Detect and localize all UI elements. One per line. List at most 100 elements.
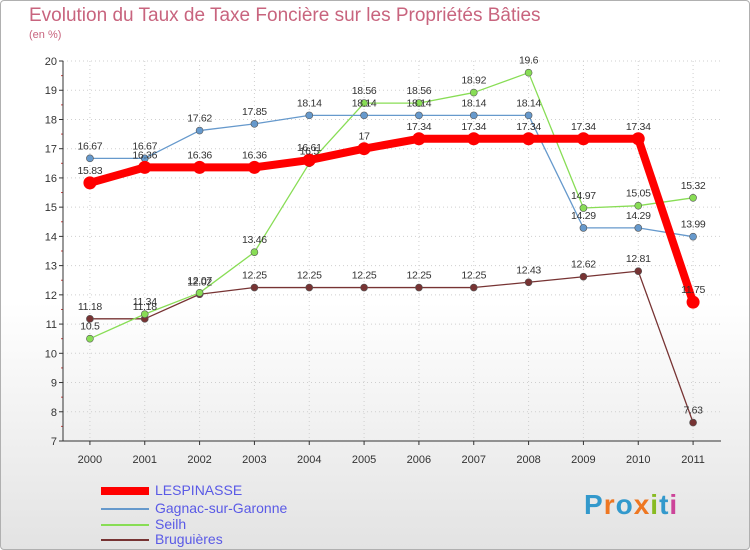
legend-swatch-lespinasse — [101, 487, 149, 495]
data-label-brugui-res: 11.18 — [78, 301, 102, 313]
data-point-seilh — [415, 99, 423, 107]
data-point-brugui-res — [579, 272, 588, 281]
data-label-lespinasse: 16.36 — [242, 149, 267, 161]
data-point-brugui-res — [305, 283, 314, 292]
chart-title: Evolution du Taux de Taxe Foncière sur l… — [29, 5, 541, 26]
data-label-seilh: 13.46 — [242, 234, 267, 246]
data-point-seilh — [360, 99, 368, 107]
data-point-lespinasse — [467, 132, 481, 146]
y-tick-label: 11 — [46, 319, 57, 331]
legend-swatch-bruguieres — [101, 539, 149, 541]
data-label-seilh: 18.56 — [407, 85, 432, 97]
data-label-lespinasse: 17 — [359, 131, 371, 143]
y-tick-label: 12 — [45, 290, 57, 302]
logo-letter: P — [584, 489, 604, 520]
x-tick-label: 2008 — [516, 454, 540, 466]
data-label-gagnac-sur-garonne: 17.62 — [187, 113, 212, 125]
y-tick-label: 14 — [45, 231, 57, 243]
legend-label-bruguieres: Bruguières — [155, 531, 223, 547]
data-point-seilh — [689, 194, 697, 202]
data-label-brugui-res: 12.25 — [461, 270, 486, 282]
data-point-gagnac-sur-garonne — [415, 111, 423, 120]
data-point-gagnac-sur-garonne — [689, 232, 697, 241]
data-label-lespinasse: 16.61 — [297, 142, 322, 154]
series-line-lespinasse — [85, 134, 698, 307]
proxiti-logo: Proxiti — [584, 489, 678, 521]
x-tick-label: 2011 — [681, 454, 705, 466]
data-point-gagnac-sur-garonne — [305, 111, 314, 120]
data-label-lespinasse: 15.83 — [78, 165, 103, 177]
data-point-lespinasse — [357, 142, 371, 156]
data-point-gagnac-sur-garonne — [469, 111, 478, 120]
data-point-gagnac-sur-garonne — [195, 126, 204, 135]
data-label-gagnac-sur-garonne: 18.14 — [297, 97, 322, 109]
data-label-brugui-res: 12.25 — [352, 270, 377, 282]
logo-letter: i — [650, 489, 660, 520]
y-tick-label: 17 — [45, 144, 57, 156]
data-label-seilh: 15.32 — [681, 180, 706, 192]
legend-swatch-gagnac — [101, 508, 149, 510]
data-label-lespinasse: 17.34 — [571, 121, 596, 133]
x-tick-label: 2003 — [242, 454, 266, 466]
data-point-seilh — [140, 310, 149, 318]
data-label-brugui-res: 12.25 — [242, 270, 267, 282]
data-point-brugui-res — [634, 267, 643, 275]
logo-letter: x — [633, 489, 651, 520]
data-point-lespinasse — [83, 176, 97, 190]
data-point-lespinasse — [247, 160, 261, 174]
data-label-gagnac-sur-garonne: 18.14 — [407, 97, 432, 109]
logo-letter: t — [659, 489, 670, 520]
data-label-lespinasse: 17.34 — [626, 121, 651, 133]
y-tick-label: 19 — [45, 85, 57, 97]
data-label-brugui-res: 12.25 — [297, 270, 322, 282]
legend-swatch-seilh — [101, 524, 149, 526]
data-label-gagnac-sur-garonne: 17.85 — [242, 106, 267, 118]
x-tick-label: 2002 — [187, 454, 211, 466]
data-label-brugui-res: 12.81 — [626, 253, 651, 265]
logo-letter: r — [603, 489, 616, 520]
data-point-lespinasse — [631, 132, 645, 146]
data-point-lespinasse — [193, 160, 207, 174]
data-label-brugui-res: 12.43 — [516, 264, 541, 276]
x-tick-label: 2004 — [297, 454, 321, 466]
data-point-brugui-res — [415, 283, 423, 292]
x-tick-label: 2010 — [626, 454, 650, 466]
data-point-lespinasse — [302, 153, 316, 167]
data-label-seilh: 10.5 — [80, 321, 100, 333]
data-point-lespinasse — [686, 295, 700, 309]
x-tick-label: 2006 — [407, 454, 431, 466]
data-point-lespinasse — [576, 132, 590, 146]
data-point-brugui-res — [86, 315, 94, 323]
data-point-gagnac-sur-garonne — [524, 111, 533, 120]
data-label-seilh: 19.6 — [519, 55, 539, 67]
data-point-gagnac-sur-garonne — [250, 120, 259, 128]
y-tick-label: 20 — [45, 56, 57, 68]
data-label-seilh: 16.5 — [300, 145, 320, 157]
data-label-seilh: 14.97 — [571, 190, 596, 202]
data-point-brugui-res — [360, 283, 368, 292]
data-point-lespinasse — [412, 132, 426, 146]
y-tick-label: 8 — [51, 407, 57, 419]
data-label-brugui-res: 11.18 — [133, 301, 157, 313]
data-label-lespinasse: 16.36 — [187, 149, 212, 161]
data-label-lespinasse: 16.36 — [132, 149, 157, 161]
x-tick-label: 2000 — [78, 454, 102, 466]
data-label-seilh: 11.34 — [133, 296, 157, 308]
data-label-lespinasse: 11.75 — [681, 284, 705, 296]
y-tick-label: 10 — [45, 348, 57, 360]
data-point-brugui-res — [524, 278, 533, 287]
data-point-seilh — [195, 288, 204, 297]
data-point-seilh — [634, 201, 643, 210]
data-label-seilh: 15.05 — [626, 188, 651, 200]
data-point-brugui-res — [469, 283, 478, 292]
data-point-brugui-res — [250, 283, 259, 292]
data-label-lespinasse: 17.34 — [407, 121, 432, 133]
data-point-seilh — [469, 88, 478, 97]
data-point-seilh — [250, 248, 259, 256]
y-tick-label: 9 — [51, 378, 57, 390]
data-label-seilh: 12.07 — [187, 275, 212, 287]
data-point-gagnac-sur-garonne — [86, 154, 94, 163]
y-tick-label: 15 — [45, 202, 57, 214]
